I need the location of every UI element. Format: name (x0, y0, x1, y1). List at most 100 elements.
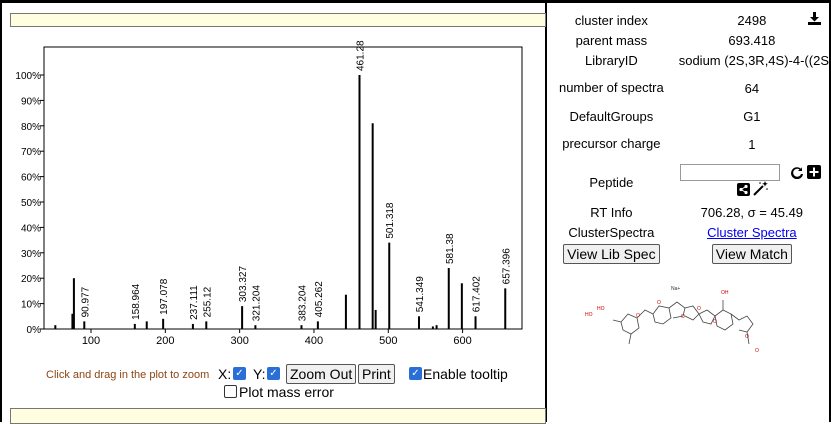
peak-mz-label: 158.964 (131, 283, 142, 320)
spectrum-plot[interactable]: 100% 90% 80% 70% 60% 50% 40% 30% 20% 10% 0% 100 200… (2, 30, 549, 350)
peak-mz-label: 657.396 (501, 248, 512, 285)
library-id-label: LibraryID (584, 52, 638, 68)
number-of-spectra-value: 64 (744, 80, 760, 96)
y-tick-label: 10% (21, 300, 41, 311)
mass-error-label: Plot mass error (239, 384, 334, 400)
peak-mz-label: 541.349 (415, 276, 426, 313)
y-tick-label: 60% (21, 173, 41, 184)
number-of-spectra-label: number of spectra (558, 80, 664, 95)
plot-controls: Click and drag in the plot to zoom X: ✓ … (46, 364, 546, 388)
cluster-index-value: 2498 (737, 12, 767, 28)
y-tick-label: 70% (21, 147, 41, 158)
peptide-input[interactable] (679, 164, 780, 181)
structure-atom-label: O (657, 300, 661, 306)
row-cluster-index: cluster index 2498 (548, 10, 829, 30)
structure-atom-label: O (755, 348, 759, 354)
row-view-buttons: View Lib Spec View Match (548, 242, 829, 266)
parent-mass-label: parent mass (575, 32, 648, 48)
row-number-of-spectra: number of spectra 64 (548, 70, 829, 106)
cluster-spectra-label: ClusterSpectra (568, 224, 655, 240)
x-tick-label: 100 (82, 335, 100, 347)
add-icon[interactable] (806, 165, 821, 179)
peak-mz-label: 255.12 (202, 286, 213, 317)
top-border (0, 0, 831, 3)
structure-labels: Na+ HO HO OH O O O O O O O (585, 286, 759, 354)
spectrum-panel: 100% 90% 80% 70% 60% 50% 40% 30% 20% 10% 0% 100 200… (0, 0, 549, 424)
print-button[interactable]: Print (358, 364, 395, 384)
x-zoom-checkbox[interactable]: ✓ (233, 367, 246, 380)
rt-info-label: RT Info (590, 204, 633, 220)
rt-info-value: 706.28, σ = 45.49 (700, 204, 804, 220)
tooltip-checkbox[interactable]: ✓ (409, 367, 422, 380)
structure-bonds (612, 300, 754, 345)
structure-atom-label: O (745, 334, 749, 340)
peak-mz-label: 237.111 (189, 285, 200, 320)
peak-mz-label: 197.078 (159, 278, 170, 315)
x-tick-label: 300 (230, 335, 248, 347)
row-library-id: LibraryID sodium (2S,3R,4S)-4-((2S (548, 50, 829, 70)
default-groups-label: DefaultGroups (569, 108, 654, 124)
top-info-bar (10, 13, 546, 27)
zoom-hint: Click and drag in the plot to zoom (46, 369, 210, 381)
mass-error-checkbox[interactable] (224, 385, 237, 398)
x-tick-label: 600 (453, 335, 471, 347)
row-rt-info: RT Info 706.28, σ = 45.49 (548, 202, 829, 222)
row-parent-mass: parent mass 693.418 (548, 30, 829, 50)
tooltip-label: Enable tooltip (423, 366, 508, 382)
view-lib-spec-button[interactable]: View Lib Spec (563, 244, 660, 264)
molecule-structure: Na+ HO HO OH O O O O O O O (585, 286, 759, 354)
x-tick-label: 400 (305, 335, 323, 347)
view-match-button[interactable]: View Match (711, 244, 792, 264)
structure-atom-label: O (697, 306, 701, 312)
y-tick-label: 20% (21, 274, 41, 285)
y-tick-label: 90% (21, 96, 41, 107)
peptide-label: Peptide (589, 174, 634, 190)
peak-mz-label: 383.204 (297, 285, 308, 322)
y-zoom-checkbox[interactable]: ✓ (267, 367, 280, 380)
y-zoom-label: Y: (253, 366, 266, 382)
peak-mz-label: 617.402 (472, 276, 483, 313)
cluster-index-label: cluster index (574, 12, 648, 28)
row-peptide: Peptide (548, 162, 829, 202)
structure-atom-label: Na+ (671, 286, 680, 292)
structure-atom-label: OH (721, 290, 729, 296)
x-zoom-label: X: (218, 366, 232, 382)
x-tick-label: 200 (156, 335, 174, 347)
peak-mz-label: 501.318 (385, 202, 396, 239)
peak-mz-label: 90.977 (80, 286, 91, 317)
x-axis: 100 200 300 400 500 600 (82, 329, 472, 347)
share-icon[interactable] (736, 183, 750, 196)
peak-mz-label: 461.28 (356, 40, 367, 71)
y-tick-label: 30% (21, 249, 41, 260)
structure-atom-label: O (713, 319, 717, 325)
magic-wand-icon[interactable] (753, 181, 769, 196)
cluster-info-table: cluster index 2498 parent mass 693.418 L… (548, 10, 829, 266)
download-icon[interactable] (808, 12, 821, 25)
peak-labels: 90.977 158.964 197.078 237.111 255.12 303.327… (80, 40, 512, 321)
row-default-groups: DefaultGroups G1 (548, 106, 829, 126)
peaks (54, 75, 507, 329)
y-tick-label: 0% (27, 325, 42, 336)
peak-mz-label: 581.38 (445, 233, 456, 264)
peak-mz-label: 321.204 (251, 285, 262, 322)
precursor-charge-label: precursor charge (562, 136, 661, 151)
precursor-charge-value: 1 (748, 136, 756, 152)
structure-atom-label: HO (585, 312, 593, 318)
x-tick-label: 500 (379, 335, 397, 347)
y-tick-label: 80% (21, 122, 41, 133)
refresh-icon[interactable] (790, 165, 804, 179)
cluster-info-panel: cluster index 2498 parent mass 693.418 L… (548, 0, 831, 422)
peak-mz-label: 303.327 (238, 266, 249, 303)
default-groups-value: G1 (743, 108, 761, 124)
y-axis: 100% 90% 80% 70% 60% 50% 40% 30% 20% 10% 0% (15, 71, 44, 336)
zoom-out-button[interactable]: Zoom Out (286, 364, 357, 384)
y-tick-label: 40% (21, 223, 41, 234)
y-tick-label: 100% (15, 71, 41, 82)
y-tick-label: 50% (21, 198, 41, 209)
peak-mz-label: 405.262 (314, 281, 325, 318)
cluster-spectra-link[interactable]: Cluster Spectra (707, 224, 797, 240)
plot-frame (43, 46, 523, 330)
parent-mass-value: 693.418 (728, 32, 776, 48)
mass-error-control: Plot mass error (224, 384, 424, 402)
row-cluster-spectra: ClusterSpectra Cluster Spectra (548, 222, 829, 242)
